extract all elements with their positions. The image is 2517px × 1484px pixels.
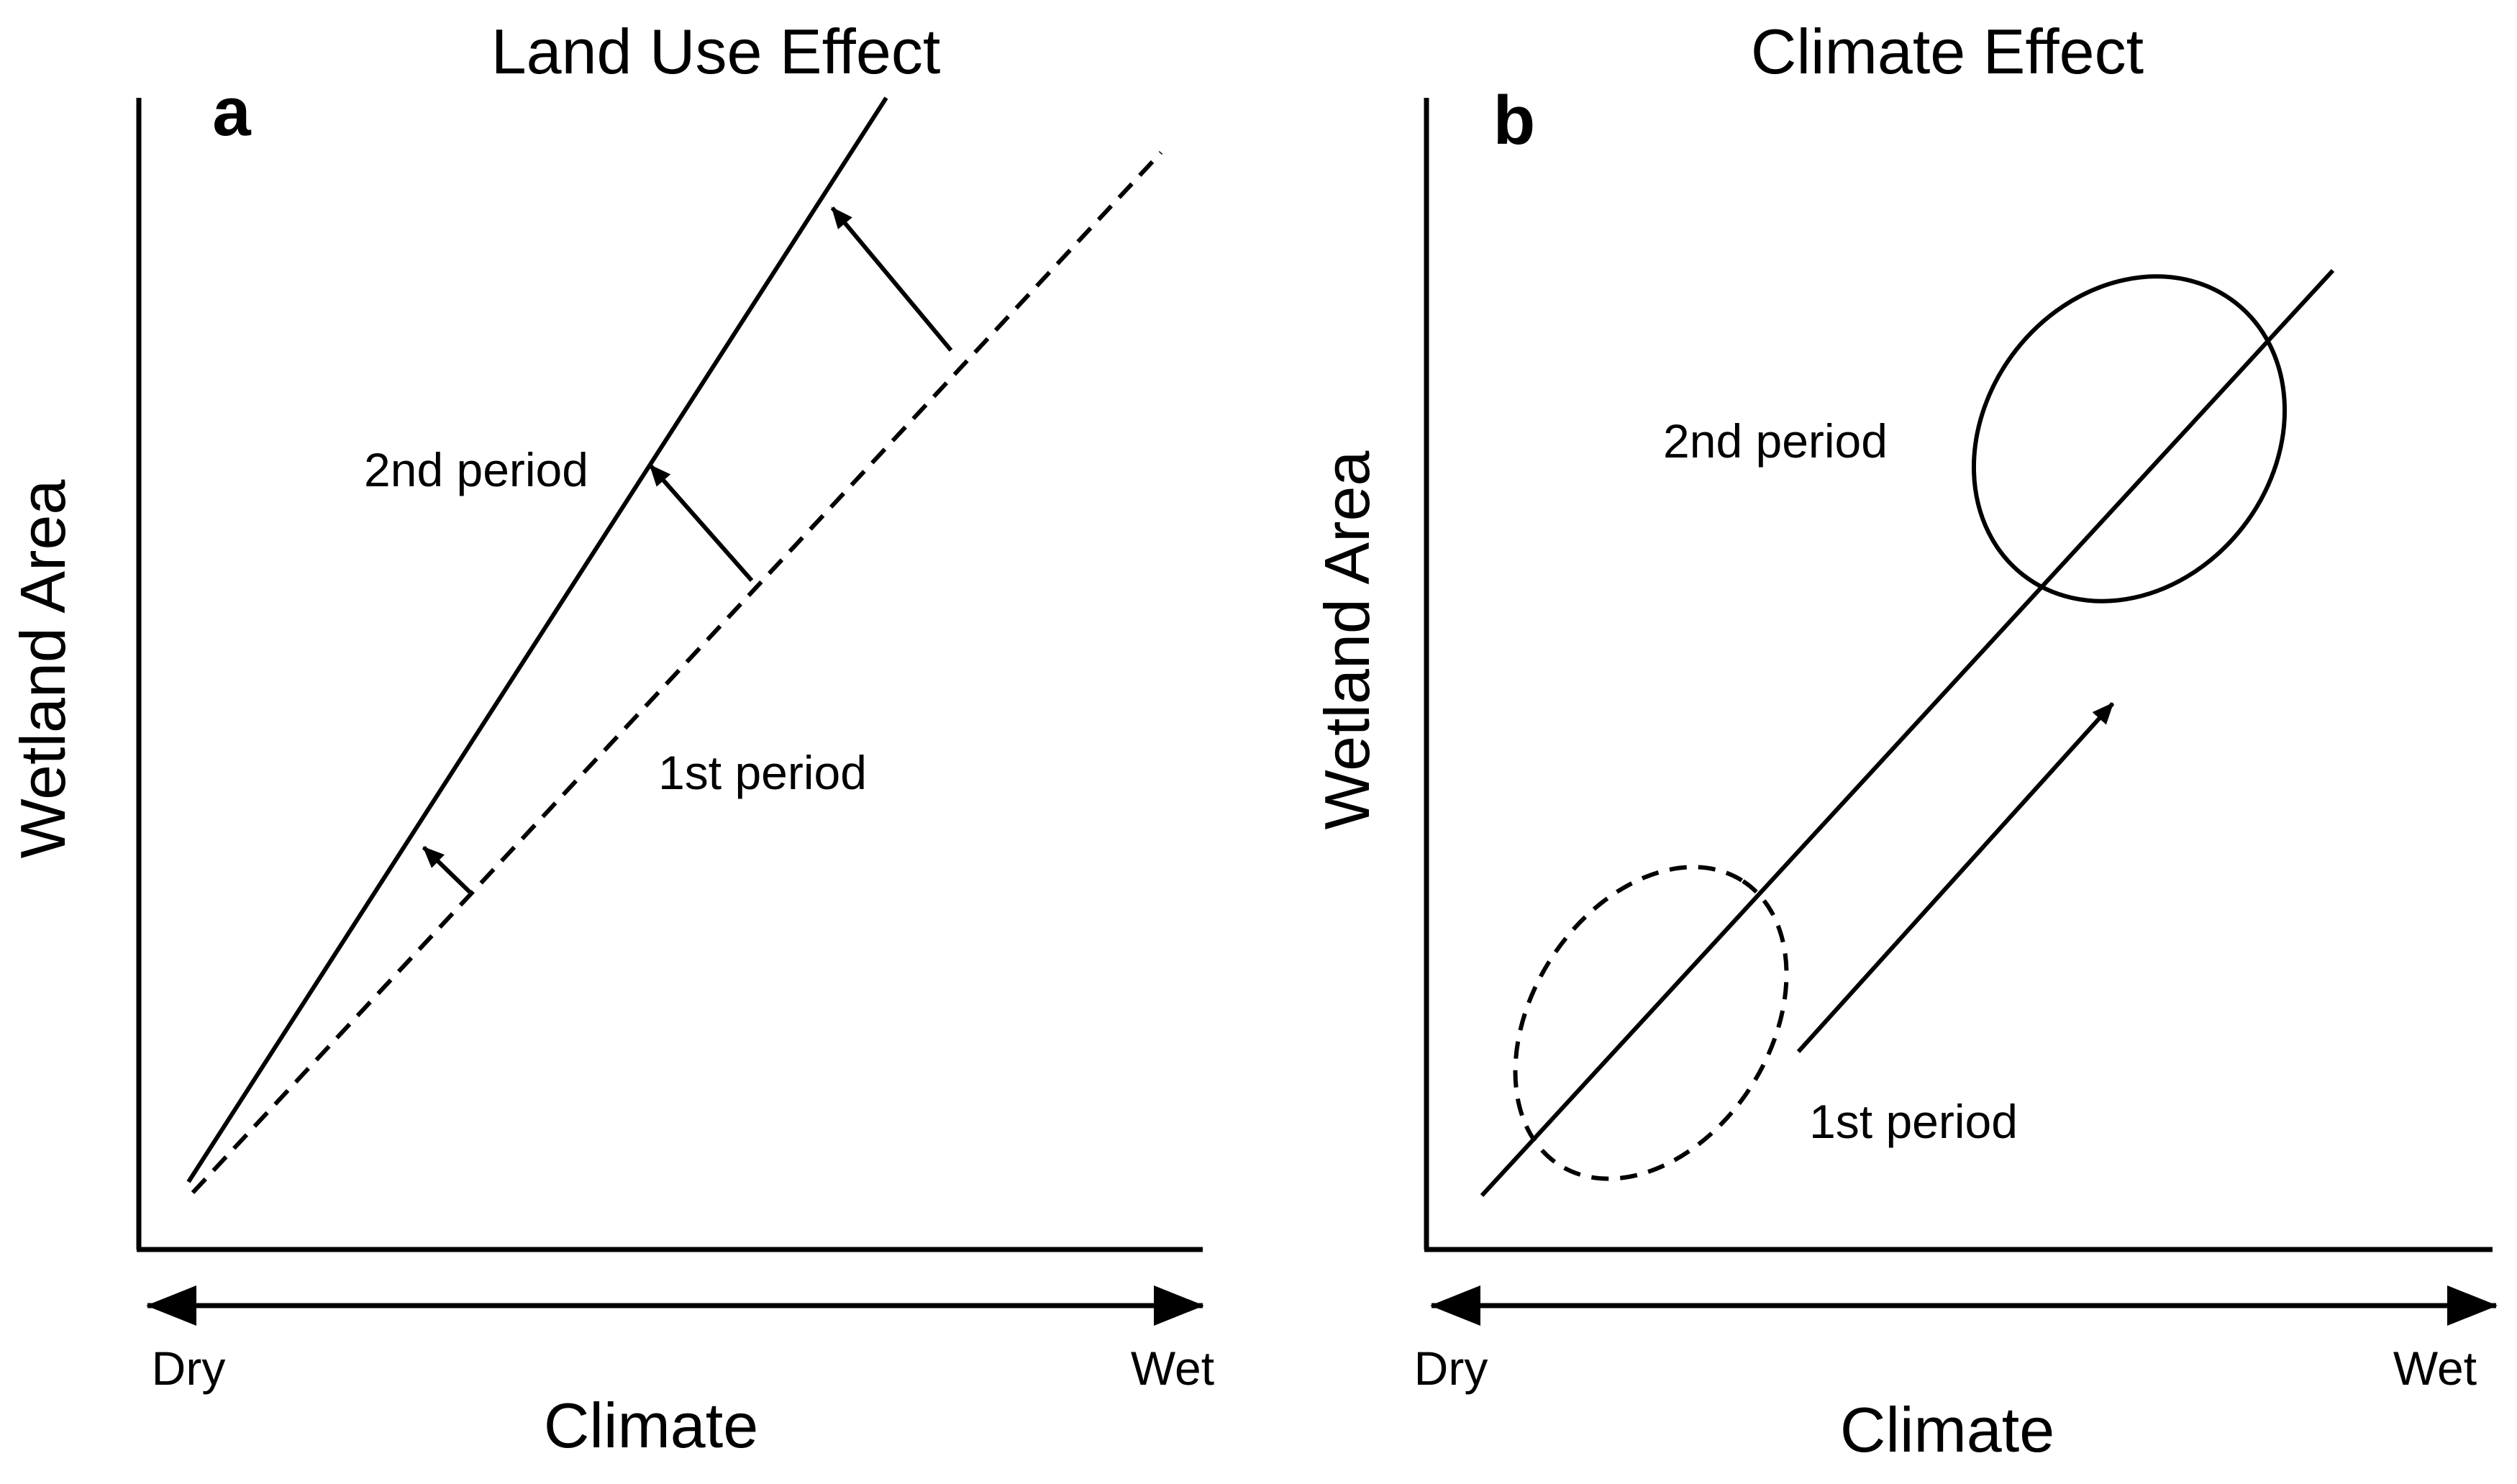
panel-a-1st-period-label: 1st period xyxy=(658,746,867,799)
panel-b-title: Climate Effect xyxy=(1751,16,2144,87)
panel-b: Climate Effect b Dry Wet Climate Wetland… xyxy=(1311,16,2498,1465)
panel-a-shift-arrow-small xyxy=(422,845,472,894)
panel-a-2nd-period-line xyxy=(186,96,888,1183)
panel-a-wet-label: Wet xyxy=(1131,1342,1214,1395)
panel-a: Land Use Effect a Dry Wet Climate Wetlan… xyxy=(7,16,1214,1461)
panel-a-x-axis-label: Climate xyxy=(544,1390,758,1461)
panel-b-trend-line xyxy=(1480,268,2335,1198)
panel-b-wet-label: Wet xyxy=(2393,1342,2477,1395)
panel-a-shift-arrow-mid xyxy=(648,464,754,582)
panel-a-title: Land Use Effect xyxy=(491,16,941,87)
panel-b-1st-period-label: 1st period xyxy=(1809,1095,2018,1148)
panel-b-shift-arrow xyxy=(1796,701,2115,1054)
panel-a-2nd-period-label: 2nd period xyxy=(364,443,588,496)
panel-a-1st-period-line xyxy=(191,150,1163,1195)
panel-b-letter: b xyxy=(1493,82,1536,159)
panel-b-1st-period-ellipse xyxy=(1513,865,1789,1181)
panel-a-dry-label: Dry xyxy=(152,1342,226,1395)
panel-b-2nd-period-label: 2nd period xyxy=(1663,414,1888,468)
panel-b-2nd-period-ellipse xyxy=(1971,274,2288,604)
panel-a-y-axis-label: Wetland Area xyxy=(7,480,78,859)
panel-a-letter: a xyxy=(212,73,251,150)
panel-a-shift-arrow-large xyxy=(830,206,953,352)
panel-b-x-axis-label: Climate xyxy=(1840,1394,2054,1465)
panel-b-dry-label: Dry xyxy=(1414,1342,1488,1395)
panel-b-y-axis-label: Wetland Area xyxy=(1311,451,1383,830)
